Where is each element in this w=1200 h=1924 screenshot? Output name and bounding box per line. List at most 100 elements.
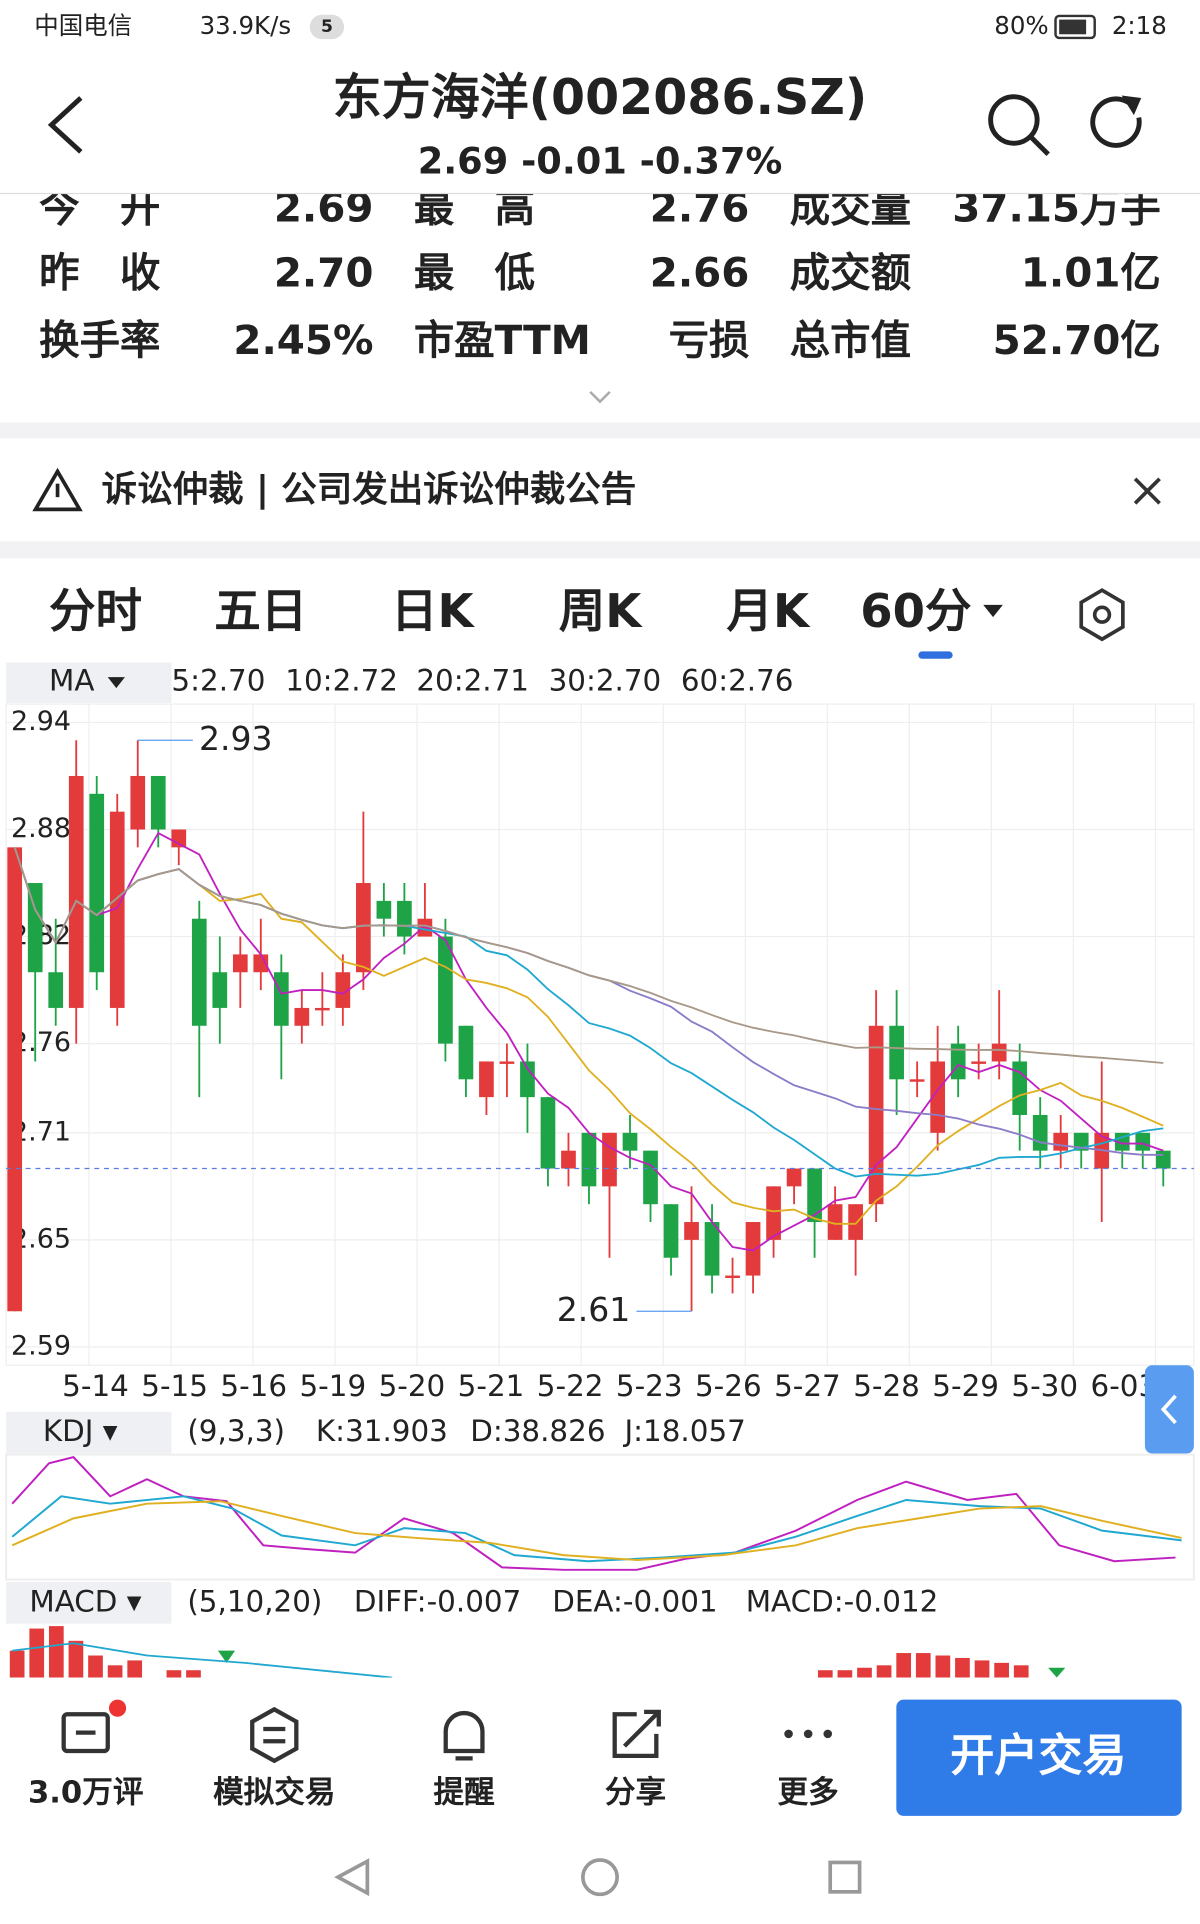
gap [0,541,1200,559]
ma-line [13,847,1164,1064]
candle-body [253,954,269,973]
search-button[interactable] [988,94,1050,157]
stat-value: 1.01亿 [1021,249,1161,297]
kdj-selector[interactable]: KDJ ▾ [43,1414,118,1448]
candle-body [684,1222,699,1240]
nav-item[interactable]: 3.0万评 [28,1775,143,1810]
candle-body [315,1007,330,1011]
candle-body [581,1132,597,1187]
candle-body [786,1168,802,1187]
candle-body [602,1132,617,1187]
stat-value: 2.70 [274,249,374,297]
gap [0,422,1200,439]
expand-button[interactable] [589,390,611,404]
stock-quote: 2.69 -0.01 -0.37% [418,139,783,182]
x-tick-label: 5-29 [932,1369,999,1403]
back-button[interactable] [47,96,83,154]
kdj-plot [5,1453,1195,1581]
notice-text[interactable]: 诉讼仲裁 | 公司发出诉讼仲裁公告 [102,469,637,510]
x-tick-label: 5-22 [537,1369,604,1403]
kdj-selector-bg [6,1411,172,1454]
candle-body [397,900,412,937]
candle-body [68,775,84,1008]
period-tab[interactable]: 日K [391,584,476,638]
x-tick-label: 5-27 [774,1369,841,1403]
settings-button[interactable] [1079,588,1125,642]
extreme-label: 2.93 [199,719,273,758]
kdj-d: D:38.826 [470,1414,605,1448]
side-tab[interactable] [1144,1365,1194,1454]
ma-legend: 20:2.71 [416,664,529,698]
net-speed: 33.9K/s [200,11,292,40]
candle-body [868,1025,884,1205]
candle-body [479,1061,494,1098]
nav-item[interactable]: 提醒 [433,1775,495,1810]
x-tick-label: 5-20 [379,1369,446,1403]
nav-item[interactable]: 模拟交易 [213,1774,335,1810]
cta-button[interactable] [896,1699,1182,1816]
nav-item[interactable]: 分享 [605,1775,666,1810]
x-tick-label: 5-19 [299,1369,366,1403]
badge: 5 [321,17,333,37]
candle-body [232,954,248,973]
header-bg [0,0,1200,194]
candle-body [27,883,43,973]
candle-body [848,1204,863,1240]
system-nav [334,1858,862,1897]
macd-dea: DEA:-0.001 [552,1584,717,1618]
period-tab[interactable]: 周K [559,584,644,638]
period-tab[interactable]: 分时 [49,584,142,638]
period-tab[interactable]: 60分 [860,584,971,638]
x-tick-label: 5-16 [220,1369,287,1403]
candle-body [89,793,105,973]
kline-chart: 5:2.70 10:2.72 20:2.71 30:2.70 60:2.76 2.94 2.… [5,664,1195,1403]
candle-body [438,936,453,1044]
candle-body [150,775,166,830]
stat-label: 市盈TTM [414,316,591,364]
x-tick-label: 5-15 [141,1369,208,1403]
period-tab[interactable]: 五日 [214,584,307,638]
candle-body [745,1222,761,1276]
stock-title: 东方海洋(002086.SZ) [333,69,867,126]
macd-selector-bg [6,1582,172,1624]
candle-body [622,1132,638,1151]
x-tick-label: 5-26 [695,1369,762,1403]
nav-item[interactable]: 更多 [778,1775,839,1810]
refresh-button[interactable] [1090,95,1142,148]
macd-value: MACD:-0.012 [746,1584,939,1618]
carrier: 中国电信 [34,11,132,40]
stat-value: 亏损 [669,316,750,364]
candle-body [827,1204,843,1240]
x-tick-label: 5-28 [853,1369,920,1403]
candle-body [335,972,351,1008]
bottom-nav: 3.0万评 模拟交易 提醒 分享 更多 [28,1774,839,1810]
badge-bg [309,14,345,40]
ma-selector[interactable]: MA [49,664,94,698]
more-icon [784,1729,833,1739]
dropdown-arrow [107,677,125,689]
candle-body [663,1204,679,1258]
side-tab-arrow [1160,1394,1177,1425]
candle-body [212,972,228,1008]
macd-selector[interactable]: MACD ▾ [29,1584,141,1618]
candle-body [499,1061,515,1064]
stat-label: 换手率 [39,316,160,364]
ma-line [13,831,1164,1252]
stat-value: 2.45% [233,316,373,364]
close-notice[interactable] [1133,477,1161,505]
stat-label: 成交额 [790,249,912,297]
candle-body [1032,1114,1048,1151]
candle-body [807,1168,822,1223]
battery-icon [1054,14,1096,40]
period-tab[interactable]: 月K [726,584,811,638]
kdj-j: J:18.057 [622,1414,745,1448]
battery-level [1059,19,1087,35]
candle-body [1073,1132,1089,1151]
x-tick-label: 5-21 [458,1369,525,1403]
candle-body [1155,1150,1171,1169]
candle-body [1135,1132,1151,1151]
candle-body [971,1061,987,1064]
y-tick-label: 2.59 [11,1330,71,1361]
candle-body [909,1079,925,1082]
